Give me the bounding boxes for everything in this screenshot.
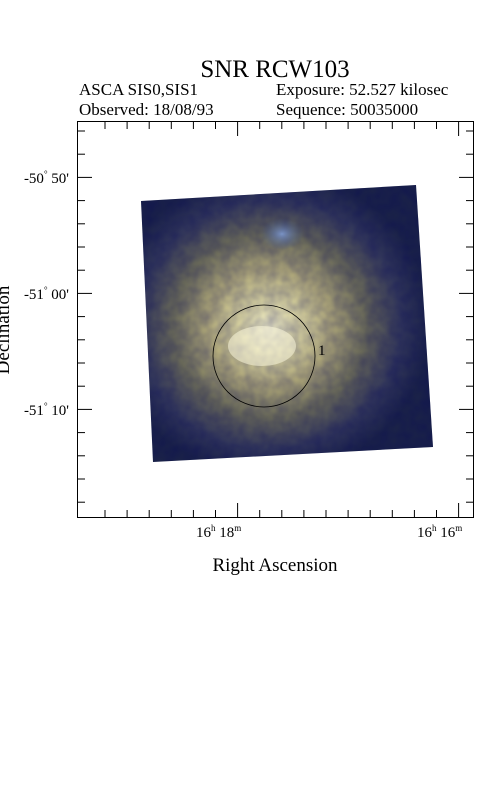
exposure-label: Exposure: 52.527 kilosec	[276, 80, 449, 99]
ytick-label: -50° 50'	[23, 169, 69, 187]
image-noise	[141, 185, 433, 462]
source-region-circle	[212, 304, 316, 408]
xtick-label: 16h 16m	[417, 523, 463, 541]
plot-title: SNR RCW103	[200, 56, 350, 83]
y-axis-label: Declination	[0, 285, 14, 375]
ytick-label: -51° 00'	[23, 285, 69, 303]
sequence-label: Sequence: 50035000	[276, 100, 419, 119]
observed-date: Observed: 18/08/93	[79, 100, 214, 119]
blue-emission-spot	[260, 218, 304, 250]
plot-frame	[77, 121, 474, 518]
x-axis-label: Right Ascension	[212, 555, 338, 576]
instrument-label: ASCA SIS0,SIS1	[79, 80, 199, 99]
xtick-label: 16h 18m	[196, 523, 242, 541]
region-label: 1	[318, 343, 326, 359]
axis-ticks	[78, 122, 473, 517]
bright-core	[228, 326, 296, 366]
ytick-label: -51° 10'	[23, 401, 69, 419]
